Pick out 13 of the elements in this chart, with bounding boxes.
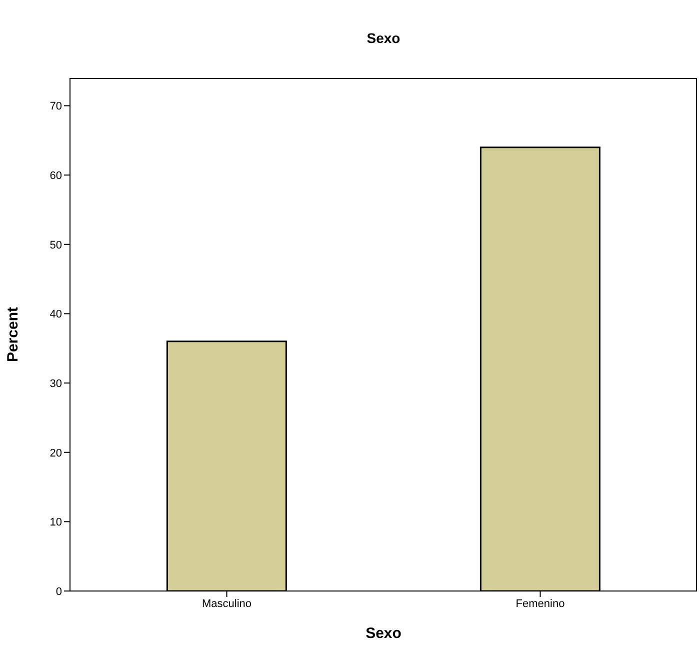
y-tick-label: 0: [56, 586, 62, 598]
x-tick-label: Masculino: [202, 598, 252, 610]
y-tick-label: 50: [50, 239, 62, 252]
x-tick-label: Femenino: [516, 598, 565, 610]
y-tick-label: 40: [50, 308, 62, 321]
chart-title: Sexo: [366, 30, 402, 46]
y-tick-label: 20: [50, 447, 62, 460]
y-axis-title: Percent: [4, 306, 22, 362]
y-tick-label: 10: [50, 516, 62, 529]
x-axis-title: Sexo: [366, 625, 402, 642]
y-tick-label: 70: [50, 100, 62, 113]
y-tick-label: 30: [50, 378, 62, 390]
y-tick-label: 60: [50, 170, 62, 182]
